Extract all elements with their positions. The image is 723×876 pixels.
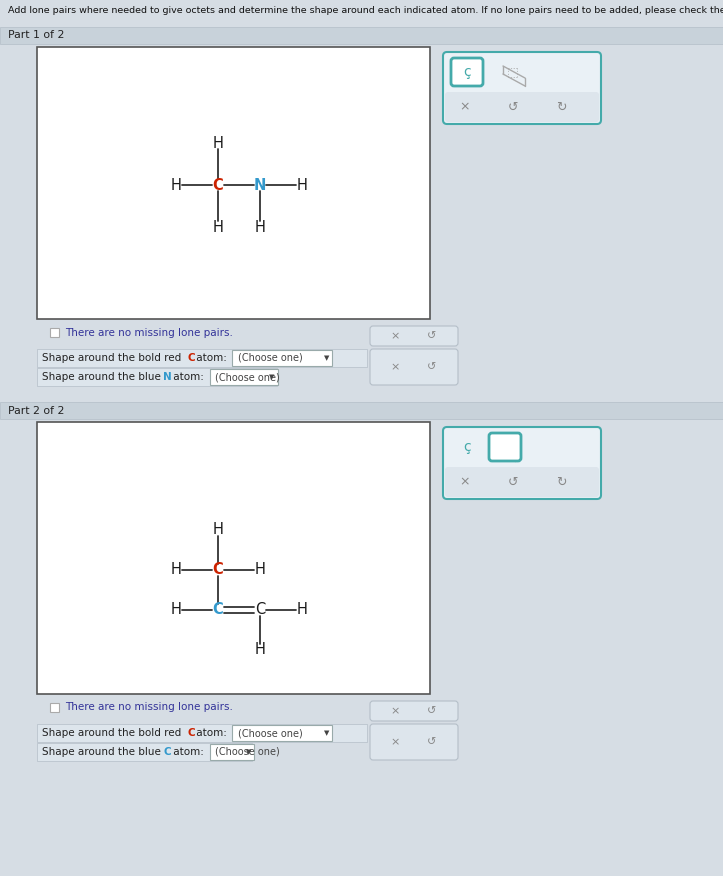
Text: C: C [255,603,265,618]
Text: Shape around the blue: Shape around the blue [42,372,164,382]
Text: Shape around the bold red: Shape around the bold red [42,353,184,363]
Text: C: C [187,353,194,363]
Bar [210,744,254,760]
Text: ↻: ↻ [556,476,566,489]
Bar [37,743,252,761]
Text: ↺: ↺ [508,101,518,114]
FancyBboxPatch shape [445,467,599,497]
FancyBboxPatch shape [489,433,521,461]
Text: H: H [254,562,265,577]
Bar [232,725,332,741]
Bar [0,27,723,44]
Text: ç: ç [463,65,471,79]
Bar [37,47,430,319]
Text: N: N [254,178,266,193]
Text: ç: ç [463,440,471,454]
Text: H: H [171,178,181,193]
FancyBboxPatch shape [370,701,458,721]
Text: H: H [213,522,223,538]
Text: C: C [213,603,223,618]
Text: H: H [213,220,223,235]
Text: ▼: ▼ [269,374,275,380]
FancyBboxPatch shape [445,92,599,122]
Text: ×: × [390,331,400,341]
Bar [232,350,332,366]
Text: H: H [296,603,307,618]
Bar [37,724,367,742]
Bar [210,369,278,385]
Text: atom:: atom: [170,747,207,757]
Text: ↺: ↺ [427,331,437,341]
Text: N: N [163,372,172,382]
Text: ▼: ▼ [325,355,330,361]
Text: ×: × [390,706,400,716]
Text: ×: × [390,737,400,747]
FancyBboxPatch shape [451,58,483,86]
Text: C: C [187,728,194,738]
Bar [37,349,367,367]
Text: ▼: ▼ [247,749,252,755]
FancyBboxPatch shape [443,52,601,124]
Text: Add lone pairs where needed to give octets and determine the shape around each i: Add lone pairs where needed to give octe… [8,6,723,15]
Text: C: C [213,562,223,577]
Text: ↺: ↺ [427,737,437,747]
Text: atom:: atom: [170,372,207,382]
Text: Part 1 of 2: Part 1 of 2 [8,31,64,40]
Text: C: C [213,178,223,193]
Text: H: H [254,642,265,658]
Text: C: C [163,747,171,757]
Text: ↺: ↺ [427,706,437,716]
Text: atom:: atom: [193,728,230,738]
FancyBboxPatch shape [370,724,458,760]
FancyBboxPatch shape [370,349,458,385]
Text: ▼: ▼ [325,730,330,736]
Bar [0,402,723,419]
Text: ↺: ↺ [427,362,437,372]
Text: atom:: atom: [193,353,230,363]
FancyBboxPatch shape [443,427,601,499]
Bar [37,368,277,386]
Text: (Choose one): (Choose one) [238,353,303,363]
Text: H: H [171,562,181,577]
Text: H: H [254,220,265,235]
Bar [50,703,59,712]
Text: (Choose one): (Choose one) [215,747,280,757]
Text: (Choose one): (Choose one) [238,728,303,738]
Text: There are no missing lone pairs.: There are no missing lone pairs. [65,328,233,337]
Text: Part 2 of 2: Part 2 of 2 [8,406,64,415]
Bar [37,422,430,694]
Bar [50,328,59,337]
FancyBboxPatch shape [370,326,458,346]
Text: ×: × [390,362,400,372]
Text: There are no missing lone pairs.: There are no missing lone pairs. [65,703,233,712]
Text: ⬚: ⬚ [507,66,519,79]
Text: ×: × [460,476,470,489]
Text: H: H [213,136,223,151]
Text: Shape around the blue: Shape around the blue [42,747,164,757]
Text: ↺: ↺ [508,476,518,489]
Text: H: H [171,603,181,618]
Text: Shape around the bold red: Shape around the bold red [42,728,184,738]
Text: H: H [296,178,307,193]
Text: ×: × [460,101,470,114]
Text: (Choose one): (Choose one) [215,372,280,382]
Text: ↻: ↻ [556,101,566,114]
